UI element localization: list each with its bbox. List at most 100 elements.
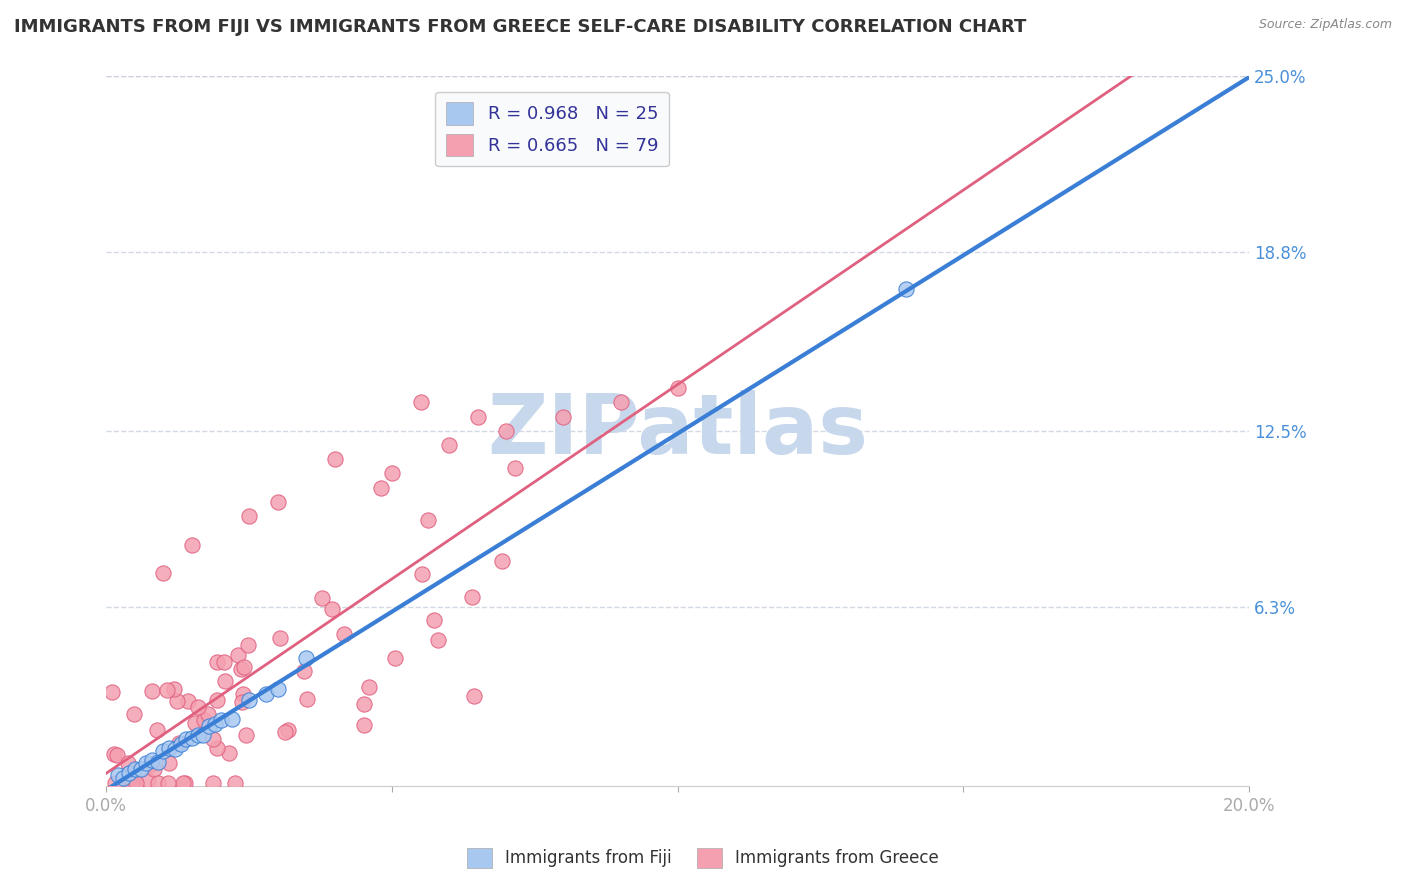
Point bbox=[609, 395, 631, 409]
Point bbox=[209, 713, 232, 727]
Point bbox=[384, 650, 406, 665]
Point bbox=[101, 684, 124, 698]
Point bbox=[163, 741, 186, 756]
Point bbox=[277, 723, 299, 738]
Point bbox=[172, 776, 194, 790]
Point bbox=[202, 776, 225, 790]
Point bbox=[503, 461, 526, 475]
Point bbox=[120, 771, 142, 785]
Point bbox=[321, 602, 343, 616]
Point bbox=[269, 632, 291, 646]
Point bbox=[495, 424, 517, 438]
Point bbox=[105, 748, 128, 763]
Point bbox=[266, 682, 288, 697]
Point bbox=[460, 591, 482, 605]
Point bbox=[156, 682, 179, 697]
Point bbox=[666, 381, 689, 395]
Point bbox=[103, 747, 125, 761]
Point bbox=[295, 651, 318, 665]
Y-axis label: Self-Care Disability: Self-Care Disability bbox=[0, 359, 7, 503]
Point bbox=[139, 757, 162, 772]
Point bbox=[411, 566, 433, 581]
Point bbox=[896, 282, 918, 296]
Point bbox=[167, 736, 190, 750]
Point bbox=[381, 467, 404, 481]
Point bbox=[143, 762, 166, 776]
Point bbox=[370, 481, 392, 495]
Point bbox=[353, 717, 375, 731]
Point bbox=[157, 741, 180, 756]
Legend: R = 0.968   N = 25, R = 0.665   N = 79: R = 0.968 N = 25, R = 0.665 N = 79 bbox=[436, 92, 669, 167]
Point bbox=[231, 663, 253, 677]
Point bbox=[174, 731, 197, 746]
Point bbox=[193, 713, 215, 727]
Point bbox=[141, 683, 163, 698]
Point bbox=[156, 776, 179, 790]
Point bbox=[467, 409, 489, 424]
Point bbox=[135, 756, 157, 771]
Point bbox=[146, 755, 169, 769]
Point bbox=[232, 687, 254, 701]
Point bbox=[104, 776, 127, 790]
Point bbox=[423, 613, 446, 627]
Point bbox=[118, 766, 141, 780]
Point bbox=[159, 756, 181, 771]
Point bbox=[166, 693, 188, 707]
Point bbox=[205, 741, 228, 756]
Point bbox=[146, 723, 169, 737]
Point bbox=[169, 737, 191, 751]
Point bbox=[426, 632, 449, 647]
Point bbox=[146, 776, 169, 790]
Point bbox=[238, 692, 260, 706]
Point bbox=[218, 746, 240, 760]
Point bbox=[204, 716, 226, 731]
Point bbox=[231, 695, 253, 709]
Text: IMMIGRANTS FROM FIJI VS IMMIGRANTS FROM GREECE SELF-CARE DISABILITY CORRELATION : IMMIGRANTS FROM FIJI VS IMMIGRANTS FROM … bbox=[14, 18, 1026, 36]
Point bbox=[221, 712, 243, 726]
Point bbox=[238, 638, 260, 652]
Point bbox=[122, 776, 145, 790]
Point bbox=[193, 728, 215, 742]
Point bbox=[292, 665, 315, 679]
Point bbox=[198, 719, 221, 733]
Point bbox=[353, 697, 375, 711]
Point bbox=[163, 682, 186, 697]
Point bbox=[491, 554, 513, 568]
Point bbox=[117, 756, 139, 770]
Point bbox=[553, 409, 575, 424]
Point bbox=[235, 728, 257, 742]
Point bbox=[181, 537, 204, 551]
Point bbox=[124, 762, 146, 776]
Legend: Immigrants from Fiji, Immigrants from Greece: Immigrants from Fiji, Immigrants from Gr… bbox=[460, 841, 946, 875]
Point bbox=[187, 699, 209, 714]
Point bbox=[214, 674, 236, 689]
Point bbox=[409, 395, 432, 409]
Point bbox=[295, 692, 318, 706]
Point bbox=[205, 692, 228, 706]
Text: ZIPatlas: ZIPatlas bbox=[488, 391, 868, 471]
Point bbox=[136, 772, 159, 787]
Point bbox=[266, 495, 288, 509]
Point bbox=[357, 680, 380, 694]
Point bbox=[333, 626, 356, 640]
Point bbox=[122, 707, 145, 722]
Point bbox=[224, 776, 246, 790]
Point bbox=[107, 768, 129, 782]
Point bbox=[125, 776, 148, 790]
Point bbox=[212, 655, 235, 669]
Point bbox=[274, 725, 297, 739]
Point bbox=[174, 776, 197, 790]
Point bbox=[311, 591, 333, 605]
Point bbox=[141, 753, 163, 767]
Point bbox=[416, 513, 439, 527]
Point bbox=[152, 566, 174, 580]
Point bbox=[176, 694, 198, 708]
Point bbox=[129, 762, 152, 776]
Point bbox=[120, 776, 142, 790]
Point bbox=[207, 655, 229, 669]
Point bbox=[201, 731, 224, 746]
Point bbox=[254, 687, 277, 701]
Point bbox=[112, 771, 135, 785]
Text: Source: ZipAtlas.com: Source: ZipAtlas.com bbox=[1258, 18, 1392, 31]
Point bbox=[181, 731, 204, 745]
